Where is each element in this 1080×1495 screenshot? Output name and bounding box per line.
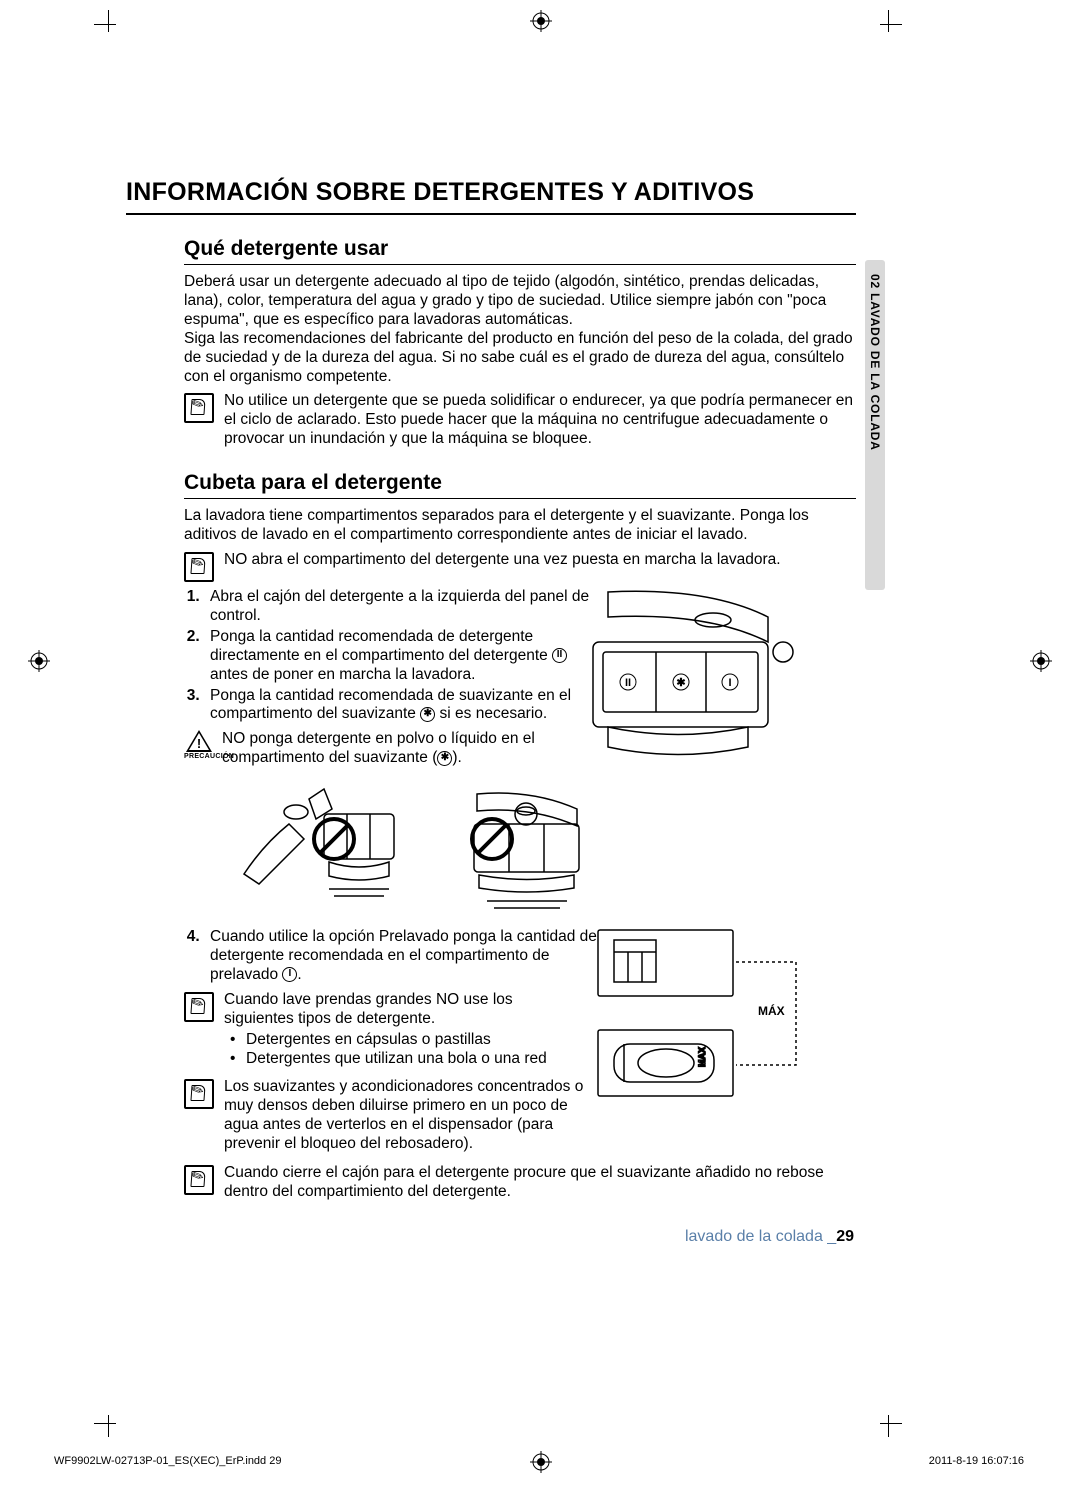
- detergent-types-list: Detergentes en cápsulas o pastillas Dete…: [224, 1031, 584, 1069]
- registration-mark: [530, 1451, 552, 1473]
- note-text: NO abra el compartimento del detergente …: [224, 551, 781, 570]
- registration-mark: [1030, 650, 1052, 672]
- svg-text:II: II: [625, 677, 631, 689]
- section-side-tab-label: 02 LAVADO DE LA COLADA: [868, 274, 882, 451]
- step-item: Cuando utilice la opción Prelavado ponga…: [204, 928, 604, 985]
- compartment-symbol-softener: ✱: [437, 751, 452, 766]
- page-title: INFORMACIÓN SOBRE DETERGENTES Y ADITIVOS: [126, 178, 856, 215]
- ball-detergent-illustration: [432, 784, 602, 914]
- step-item: Ponga la cantidad recomendada de suaviza…: [204, 687, 604, 725]
- print-timestamp: 2011-8-19 16:07:16: [929, 1455, 1024, 1467]
- note-block: Los suavizantes y acondicionadores conce…: [184, 1078, 584, 1154]
- drawer-illustration: II ✱ I: [558, 582, 798, 782]
- steps-list: Abra el cajón del detergente a la izquie…: [184, 588, 604, 724]
- list-item: Detergentes en cápsulas o pastillas: [246, 1031, 584, 1050]
- svg-text:✱: ✱: [676, 677, 685, 689]
- max-label: MÁX: [758, 1004, 785, 1018]
- page-content: INFORMACIÓN SOBRE DETERGENTES Y ADITIVOS…: [126, 178, 856, 1202]
- tablet-detergent-illustration: [234, 784, 404, 914]
- note-block: Cuando lave prendas grandes NO use los s…: [184, 991, 584, 1073]
- section-heading-drawer: Cubeta para el detergente: [184, 471, 856, 499]
- crop-mark: [874, 10, 902, 38]
- steps-list-continued: Cuando utilice la opción Prelavado ponga…: [184, 928, 604, 985]
- registration-mark: [28, 650, 50, 672]
- note-text: Cuando lave prendas grandes NO use los s…: [224, 991, 584, 1029]
- section1-paragraph: Deberá usar un detergente adecuado al ti…: [184, 273, 856, 386]
- caution-text: NO ponga detergente en polvo o líquido e…: [222, 730, 584, 768]
- step-item: Abra el cajón del detergente a la izquie…: [204, 588, 604, 626]
- footer-label: lavado de la colada _: [685, 1228, 836, 1245]
- caution-icon: ! PRECAUCIÓN: [184, 730, 214, 760]
- note-icon: [184, 552, 214, 582]
- note-block: NO abra el compartimento del detergente …: [184, 551, 856, 582]
- svg-text:MAX: MAX: [697, 1047, 707, 1067]
- crop-mark: [94, 1409, 122, 1437]
- note-text: Los suavizantes y acondicionadores conce…: [224, 1078, 584, 1154]
- registration-mark: [530, 10, 552, 32]
- page-footer: lavado de la colada _29: [685, 1228, 854, 1246]
- note-icon: [184, 1079, 214, 1109]
- max-fill-illustration: MAX MÁX: [558, 922, 818, 1122]
- note-icon: [184, 393, 214, 423]
- note-text: No utilice un detergente que se pueda so…: [224, 392, 856, 449]
- crop-mark: [94, 10, 122, 38]
- print-filename: WF9902LW-02713P-01_ES(XEC)_ErP.indd 29: [54, 1455, 281, 1467]
- svg-text:I: I: [728, 677, 731, 689]
- note-text: Cuando cierre el cajón para el detergent…: [224, 1164, 856, 1202]
- note-block: No utilice un detergente que se pueda so…: [184, 392, 856, 449]
- note-icon: [184, 1165, 214, 1195]
- note-block: Cuando cierre el cajón para el detergent…: [184, 1164, 856, 1202]
- section2-paragraph: La lavadora tiene compartimentos separad…: [184, 507, 856, 545]
- note-icon: [184, 992, 214, 1022]
- step-item: Ponga la cantidad recomendada de deterge…: [204, 628, 604, 685]
- page-number: 29: [836, 1228, 854, 1245]
- section-heading-detergent: Qué detergente usar: [184, 237, 856, 265]
- list-item: Detergentes que utilizan una bola o una …: [246, 1050, 584, 1069]
- crop-mark: [874, 1409, 902, 1437]
- caution-block: ! PRECAUCIÓN NO ponga detergente en polv…: [184, 730, 584, 768]
- compartment-symbol-softener: ✱: [420, 707, 435, 722]
- compartment-symbol-i: I: [282, 967, 297, 982]
